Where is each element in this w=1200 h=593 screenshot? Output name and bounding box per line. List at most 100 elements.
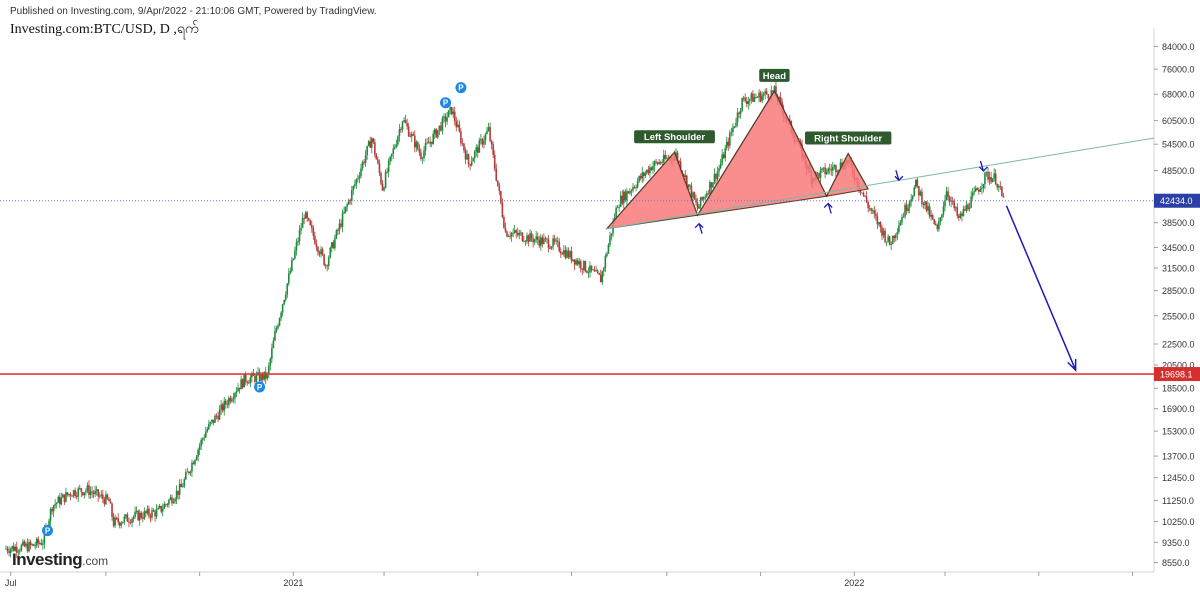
symbol-title: Investing.com:BTC/USD, D ,ရက်	[10, 22, 199, 37]
pattern-label: Head	[763, 71, 786, 82]
candle-body	[759, 92, 762, 102]
published-line: Published on Investing.com, 9/Apr/2022 -…	[10, 6, 377, 17]
projection-arrow-head	[1067, 359, 1077, 372]
candle-body	[430, 141, 433, 144]
candle-body	[5, 548, 7, 550]
candle-body	[260, 373, 262, 381]
candle-body	[996, 184, 999, 188]
candle-body	[174, 498, 176, 502]
candle-body	[473, 151, 476, 159]
candle-body	[547, 239, 550, 249]
candle-body	[716, 171, 719, 180]
candle-body	[380, 172, 382, 184]
candle-body	[340, 223, 342, 227]
candle-body	[466, 154, 468, 160]
candle-body	[100, 494, 103, 496]
candle-body	[692, 192, 694, 198]
candle-body	[705, 193, 708, 197]
candle-body	[486, 130, 488, 134]
candle-body	[933, 218, 936, 224]
y-tick-label: 68000.0	[1162, 90, 1195, 100]
candle-body	[413, 135, 416, 148]
candle-body	[655, 161, 657, 163]
candle-body	[475, 147, 478, 152]
candle-body	[194, 460, 196, 465]
candle-body	[827, 168, 829, 173]
candle-body	[426, 142, 428, 144]
x-tick-label: 2022	[844, 578, 864, 588]
candle-body	[437, 129, 439, 138]
candle-body	[151, 510, 153, 518]
candle-body	[165, 504, 167, 506]
candle-body	[609, 235, 611, 245]
y-tick-label: 84000.0	[1162, 42, 1195, 52]
candle-body	[244, 374, 247, 382]
candle-body	[684, 175, 687, 178]
candle-body	[343, 211, 345, 214]
candle-body	[82, 492, 84, 496]
candle-body	[901, 217, 903, 223]
candle-body	[830, 169, 833, 171]
candle-body	[443, 116, 445, 118]
candle-body	[824, 167, 826, 175]
y-tick-label: 12450.0	[1162, 473, 1195, 483]
candle-body	[248, 382, 250, 384]
candle-body	[556, 240, 559, 242]
candle-body	[168, 499, 170, 505]
candle-body	[495, 168, 498, 181]
candle-body	[311, 225, 313, 229]
candle-body	[526, 235, 528, 242]
candle-body	[158, 505, 161, 508]
candle-body	[344, 206, 347, 212]
candle-body	[521, 232, 524, 241]
candle-body	[409, 136, 411, 137]
candle-body	[895, 234, 897, 238]
candle-body	[835, 165, 837, 173]
candle-body	[741, 97, 743, 111]
candle-body	[702, 197, 705, 200]
candle-body	[135, 510, 138, 512]
candle-body	[327, 257, 330, 266]
x-tick-label: Jul	[5, 578, 17, 588]
candle-body	[427, 142, 430, 144]
candle-body	[12, 546, 15, 551]
candle-body	[532, 238, 534, 243]
candle-body	[204, 431, 207, 438]
candle-body	[636, 181, 639, 188]
candle-body	[913, 187, 916, 197]
candle-body	[713, 173, 716, 183]
candle-body	[601, 271, 604, 283]
candle-body	[871, 210, 874, 212]
candle-body	[169, 497, 172, 500]
candle-body	[745, 101, 748, 104]
candle-body	[370, 138, 373, 148]
last-price-label: 42434.0	[1160, 196, 1193, 206]
candle-body	[366, 145, 368, 156]
candle-body	[999, 186, 1002, 187]
candle-body	[375, 154, 378, 160]
candle-body	[590, 265, 593, 270]
candle-body	[69, 493, 72, 496]
candle-body	[258, 372, 261, 381]
candle-body	[157, 507, 159, 510]
candle-body	[603, 267, 605, 272]
candle-body	[730, 131, 733, 133]
candle-body	[441, 117, 444, 131]
candle-body	[867, 202, 869, 209]
p-marker-label: P	[257, 383, 263, 392]
neckline-trendline	[606, 137, 1155, 230]
candle-body	[117, 518, 119, 523]
candle-body	[181, 486, 184, 488]
y-tick-label: 9350.0	[1162, 538, 1190, 548]
candle-body	[570, 251, 573, 261]
candle-body	[57, 496, 60, 503]
candle-body	[8, 551, 10, 553]
candle-body	[544, 238, 547, 240]
candle-body	[62, 494, 64, 498]
candle-body	[238, 387, 241, 390]
pattern-label-bg	[759, 68, 790, 82]
candle-body	[352, 186, 355, 191]
candle-body	[970, 196, 972, 208]
candle-body	[564, 249, 567, 258]
